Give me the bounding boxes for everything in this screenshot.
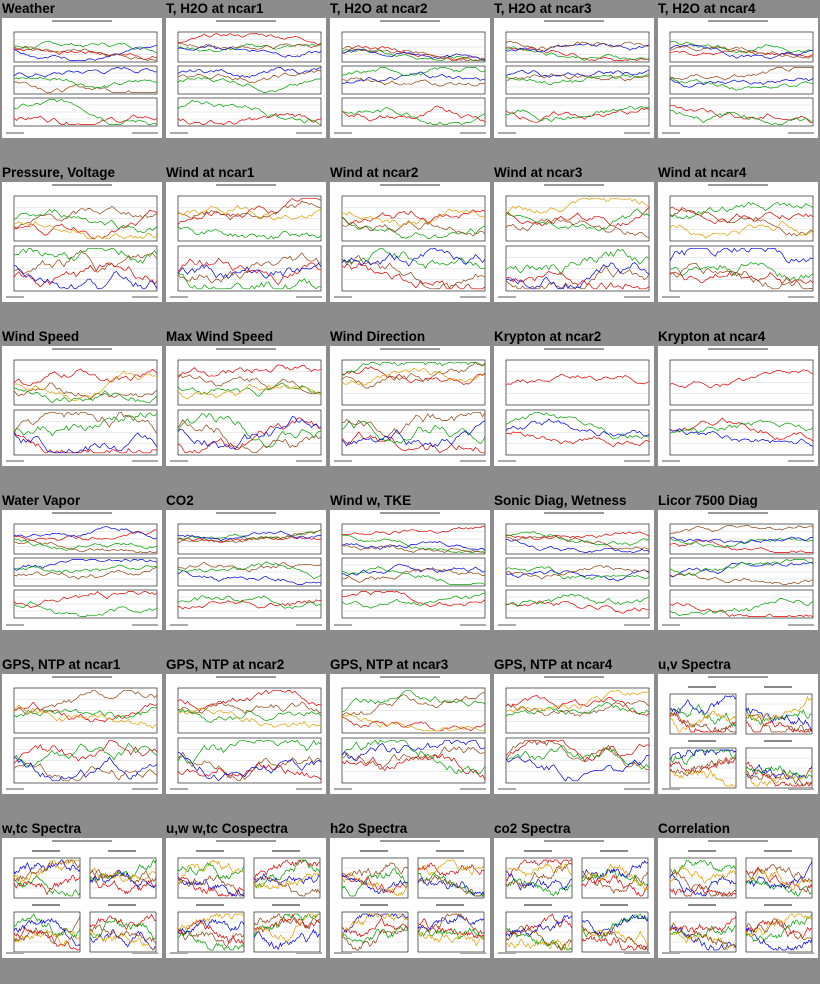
plot-title: Wind at ncar3 xyxy=(494,165,583,180)
plot-title: Wind Speed xyxy=(2,329,80,344)
plot-title: Wind at ncar1 xyxy=(166,165,255,180)
plot-thumbnail-link[interactable] xyxy=(2,674,162,794)
plot-thumbnail-link[interactable] xyxy=(330,674,490,794)
plot-title: Licor 7500 Diag xyxy=(658,493,758,508)
plot-title: Krypton at ncar2 xyxy=(494,329,602,344)
gallery-cell: Wind at ncar4 xyxy=(656,164,820,328)
gallery-cell: Wind Speed xyxy=(0,328,164,492)
gallery-cell: GPS, NTP at ncar2 xyxy=(164,656,328,820)
plot-thumbnail-link[interactable] xyxy=(2,18,162,138)
plot-thumbnail-link[interactable] xyxy=(166,838,326,958)
gallery-cell: Wind w, TKE xyxy=(328,492,492,656)
plot-title: w,tc Spectra xyxy=(2,821,82,836)
plot-thumbnail-link[interactable] xyxy=(166,182,326,302)
plot-thumbnail-link[interactable] xyxy=(658,510,818,630)
gallery-cell: Sonic Diag, Wetness xyxy=(492,492,656,656)
gallery-cell: T, H2O at ncar3 xyxy=(492,0,656,164)
gallery-cell: Wind Direction xyxy=(328,328,492,492)
plot-title: h2o Spectra xyxy=(330,821,408,836)
plot-thumbnail-link[interactable] xyxy=(330,838,490,958)
plot-title: Sonic Diag, Wetness xyxy=(494,493,627,508)
gallery-cell: CO2 xyxy=(164,492,328,656)
plot-title: Max Wind Speed xyxy=(166,329,274,344)
plot-title: Correlation xyxy=(658,821,731,836)
plot-thumbnail-link[interactable] xyxy=(494,18,654,138)
plot-title: GPS, NTP at ncar1 xyxy=(2,657,121,672)
plot-thumbnail-link[interactable] xyxy=(330,346,490,466)
plot-title: CO2 xyxy=(166,493,194,508)
plot-title: T, H2O at ncar4 xyxy=(658,1,756,16)
plot-thumbnail-link[interactable] xyxy=(330,510,490,630)
plot-thumbnail-link[interactable] xyxy=(166,18,326,138)
plot-title: u,w w,tc Cospectra xyxy=(166,821,288,836)
plot-title: u,v Spectra xyxy=(658,657,731,672)
gallery-cell: T, H2O at ncar1 xyxy=(164,0,328,164)
plot-thumbnail-link[interactable] xyxy=(494,674,654,794)
gallery-cell: u,w w,tc Cospectra xyxy=(164,820,328,984)
plot-title: GPS, NTP at ncar3 xyxy=(330,657,449,672)
plot-thumbnail-link[interactable] xyxy=(330,18,490,138)
gallery-cell: Krypton at ncar2 xyxy=(492,328,656,492)
gallery-cell: h2o Spectra xyxy=(328,820,492,984)
gallery-cell: Wind at ncar2 xyxy=(328,164,492,328)
gallery-cell: Wind at ncar1 xyxy=(164,164,328,328)
plot-title: Pressure, Voltage xyxy=(2,165,116,180)
gallery-cell: T, H2O at ncar2 xyxy=(328,0,492,164)
plot-title: Water Vapor xyxy=(2,493,81,508)
plot-thumbnail-link[interactable] xyxy=(494,182,654,302)
plot-thumbnail-link[interactable] xyxy=(494,346,654,466)
gallery-cell: Licor 7500 Diag xyxy=(656,492,820,656)
plot-title: GPS, NTP at ncar2 xyxy=(166,657,285,672)
gallery-cell: GPS, NTP at ncar1 xyxy=(0,656,164,820)
plot-thumbnail-link[interactable] xyxy=(658,346,818,466)
gallery-cell: Wind at ncar3 xyxy=(492,164,656,328)
plot-title: T, H2O at ncar2 xyxy=(330,1,428,16)
gallery-cell: Water Vapor xyxy=(0,492,164,656)
gallery-cell: Weather xyxy=(0,0,164,164)
plot-thumbnail-link[interactable] xyxy=(494,838,654,958)
plot-title: Wind Direction xyxy=(330,329,426,344)
plot-thumbnail-link[interactable] xyxy=(330,182,490,302)
plot-thumbnail-link[interactable] xyxy=(658,182,818,302)
gallery-cell: Pressure, Voltage xyxy=(0,164,164,328)
gallery-cell: Krypton at ncar4 xyxy=(656,328,820,492)
plot-thumbnail-link[interactable] xyxy=(166,510,326,630)
plot-thumbnail-link[interactable] xyxy=(2,346,162,466)
plot-thumbnail-link[interactable] xyxy=(658,838,818,958)
gallery-cell: co2 Spectra xyxy=(492,820,656,984)
plot-title: Wind at ncar4 xyxy=(658,165,747,180)
plot-thumbnail-link[interactable] xyxy=(494,510,654,630)
gallery-cell: w,tc Spectra xyxy=(0,820,164,984)
gallery-cell: T, H2O at ncar4 xyxy=(656,0,820,164)
plot-title: Krypton at ncar4 xyxy=(658,329,766,344)
gallery-cell: GPS, NTP at ncar3 xyxy=(328,656,492,820)
gallery-cell: GPS, NTP at ncar4 xyxy=(492,656,656,820)
plot-thumbnail-link[interactable] xyxy=(2,510,162,630)
plot-title: T, H2O at ncar3 xyxy=(494,1,592,16)
plot-thumbnail-link[interactable] xyxy=(166,674,326,794)
gallery-cell: u,v Spectra xyxy=(656,656,820,820)
plot-title: T, H2O at ncar1 xyxy=(166,1,264,16)
plot-thumbnail-link[interactable] xyxy=(166,346,326,466)
gallery-cell: Correlation xyxy=(656,820,820,984)
plot-title: GPS, NTP at ncar4 xyxy=(494,657,613,672)
plot-title: Wind w, TKE xyxy=(330,493,412,508)
gallery-cell: Max Wind Speed xyxy=(164,328,328,492)
plot-thumbnail-link[interactable] xyxy=(658,18,818,138)
plot-thumbnail-link[interactable] xyxy=(2,838,162,958)
plot-thumbnail-link[interactable] xyxy=(2,182,162,302)
plot-thumbnail-link[interactable] xyxy=(658,674,818,794)
plot-title: Weather xyxy=(2,1,56,16)
plot-title: Wind at ncar2 xyxy=(330,165,419,180)
plot-title: co2 Spectra xyxy=(494,821,571,836)
